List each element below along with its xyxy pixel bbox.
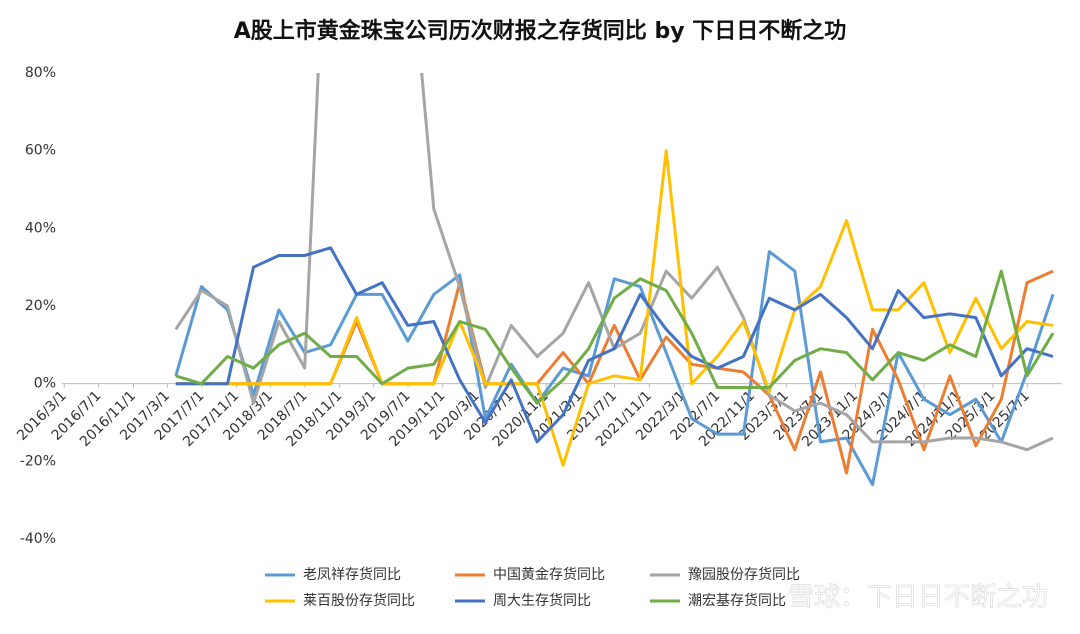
legend-label: 中国黄金存货同比 (493, 566, 605, 583)
legend-label: 老凤祥存货同比 (303, 566, 401, 583)
legend-label: 豫园股份存货同比 (688, 566, 800, 583)
y-tick-label: -20% (20, 453, 56, 469)
y-tick-label: 80% (25, 65, 56, 81)
chart-title: A股上市黄金珠宝公司历次财报之存货同比 by 下日日不断之功 (234, 18, 846, 44)
series-line (175, 246, 1054, 444)
legend-label: 潮宏基存货同比 (688, 592, 786, 609)
y-tick-label: -40% (20, 531, 56, 547)
watermark: 雪球：下日日不断之功 (788, 583, 1048, 613)
y-tick-label: 60% (25, 143, 56, 159)
series-line (175, 269, 1055, 405)
y-tick-label: 20% (25, 298, 56, 314)
y-tick-label: 40% (25, 220, 56, 236)
legend-label: 周大生存货同比 (493, 592, 591, 609)
plot-area (174, 73, 1055, 487)
y-tick-label: 0% (34, 376, 56, 392)
legend-label: 莱百股份存货同比 (303, 592, 415, 609)
